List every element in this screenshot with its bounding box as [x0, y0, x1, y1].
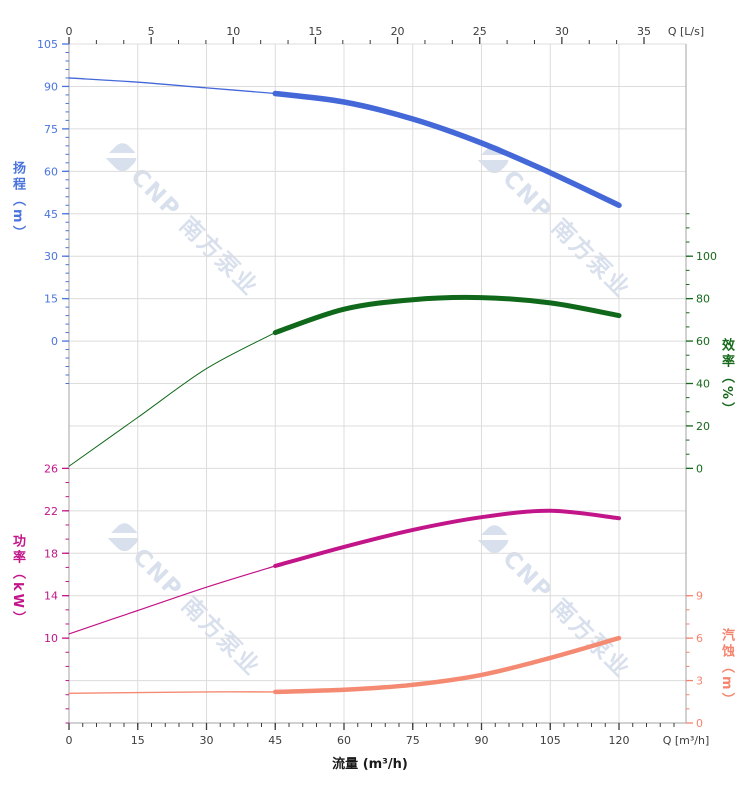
tick-label: 0 — [66, 25, 73, 38]
head-axis-title: 扬程（m） — [10, 161, 25, 242]
tick-label: 0 — [696, 462, 703, 475]
效率-curve-thin — [68, 332, 276, 467]
tick-label: 45 — [44, 208, 58, 221]
tick-label: 100 — [696, 250, 717, 263]
tick-label: 30 — [44, 250, 58, 263]
tick-label: 25 — [473, 25, 487, 38]
tick-label: 40 — [696, 378, 710, 391]
tick-label: 10 — [44, 632, 58, 645]
tick-label: 45 — [268, 734, 282, 747]
tick-label: 35 — [637, 25, 651, 38]
扬程-curve-thin — [68, 77, 276, 95]
tick-label: 20 — [696, 420, 710, 433]
efficiency-axis-title: 效率（%） — [719, 338, 734, 419]
tick-label: 20 — [391, 25, 405, 38]
功率-curve-thin — [68, 565, 276, 635]
tick-label: 80 — [696, 293, 710, 306]
tick-label: 0 — [51, 335, 58, 348]
tick-label: 3 — [696, 675, 703, 688]
tick-label: 120 — [609, 734, 630, 747]
tick-label: 15 — [308, 25, 322, 38]
tick-label: 75 — [44, 123, 58, 136]
tick-label: 60 — [44, 165, 58, 178]
tick-label: 105 — [37, 38, 58, 51]
top-axis-unit-label: Q [L/s] — [667, 25, 705, 38]
flow-axis-title: 流量 (m³/h) — [332, 757, 408, 772]
tick-label: 9 — [696, 590, 703, 603]
汽蚀-curve-thin — [68, 691, 276, 694]
tick-label: 14 — [44, 590, 58, 603]
tick-label: 0 — [696, 717, 703, 730]
tick-label: 90 — [475, 734, 489, 747]
tick-label: 105 — [540, 734, 561, 747]
bottom-axis-unit-label: Q [m³/h] — [662, 734, 710, 747]
tick-label: 26 — [44, 462, 58, 475]
汽蚀-curve — [273, 635, 622, 695]
tick-label: 10 — [226, 25, 240, 38]
tick-label: 15 — [44, 293, 58, 306]
tick-label: 30 — [555, 25, 569, 38]
tick-label: 90 — [44, 80, 58, 93]
npsh-axis-title: 汽蚀（m） — [719, 628, 734, 709]
tick-label: 60 — [696, 335, 710, 348]
tick-label: 22 — [44, 505, 58, 518]
tick-label: 18 — [44, 547, 58, 560]
tick-label: 75 — [406, 734, 420, 747]
tick-label: 60 — [337, 734, 351, 747]
效率-curve — [272, 294, 622, 336]
tick-label: 5 — [148, 25, 155, 38]
功率-curve — [273, 508, 621, 568]
tick-label: 15 — [131, 734, 145, 747]
tick-label: 0 — [66, 734, 73, 747]
扬程-curve — [272, 90, 622, 209]
tick-label: 6 — [696, 632, 703, 645]
power-axis-title: 功率（kW） — [10, 534, 25, 627]
tick-label: 30 — [200, 734, 214, 747]
